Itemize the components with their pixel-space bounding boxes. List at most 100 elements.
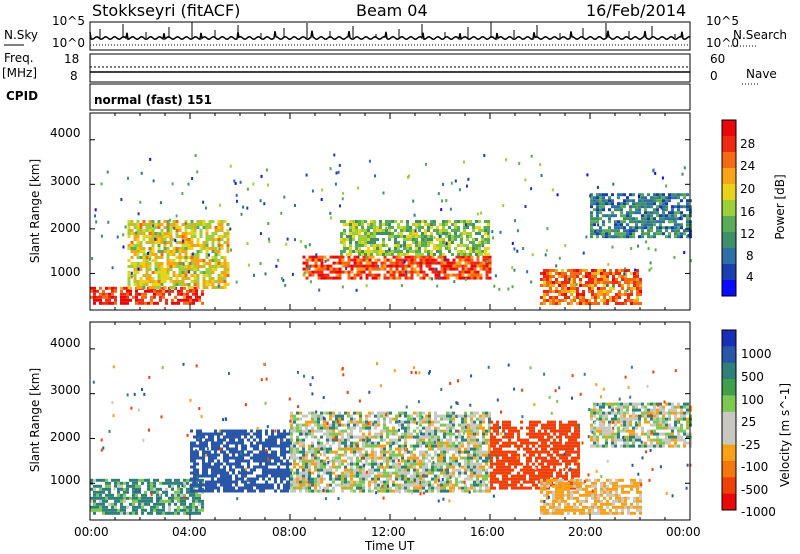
power-cell bbox=[421, 226, 424, 229]
vel-cell bbox=[496, 432, 499, 436]
vel-cell bbox=[311, 489, 314, 493]
power-cell bbox=[620, 208, 623, 212]
vel-cell bbox=[493, 450, 496, 454]
vel-cell bbox=[274, 489, 277, 493]
vel-cell bbox=[320, 411, 323, 415]
vel-cell bbox=[529, 456, 532, 460]
vel-cell bbox=[190, 459, 193, 463]
vel-cell bbox=[262, 477, 265, 481]
vel-cell bbox=[271, 450, 274, 454]
vel-cell bbox=[359, 438, 362, 442]
vel-cell bbox=[329, 429, 332, 433]
vel-cell bbox=[410, 480, 413, 484]
power-cell bbox=[422, 276, 426, 280]
vel-cell bbox=[241, 444, 244, 448]
power-cell bbox=[208, 277, 212, 280]
vel-cell bbox=[425, 483, 428, 487]
power-cell bbox=[620, 235, 623, 239]
vel-cell bbox=[174, 481, 177, 485]
power-cell bbox=[436, 247, 439, 250]
power-cell bbox=[184, 274, 188, 277]
vel-cell bbox=[479, 417, 482, 421]
vel-cell bbox=[293, 486, 296, 490]
power-cell bbox=[431, 277, 434, 281]
vel-cell bbox=[296, 474, 299, 478]
power-cell bbox=[460, 253, 463, 256]
power-cell bbox=[602, 196, 605, 200]
vel-cell bbox=[371, 480, 374, 484]
power-cell bbox=[364, 235, 367, 238]
power-cell bbox=[475, 244, 478, 247]
power-cell bbox=[564, 244, 567, 247]
power-cell bbox=[593, 232, 596, 236]
vel-cell bbox=[329, 432, 332, 436]
power-cell bbox=[623, 272, 626, 276]
power-cell bbox=[214, 262, 218, 265]
power-cell bbox=[446, 273, 450, 277]
vel-cell bbox=[395, 483, 398, 487]
vel-cell bbox=[419, 450, 422, 454]
vel-cell bbox=[514, 444, 517, 448]
power-cell bbox=[638, 235, 641, 239]
vel-cell bbox=[186, 490, 189, 494]
vel-cell bbox=[205, 432, 208, 436]
power-cell bbox=[419, 276, 423, 280]
vel-cell bbox=[220, 429, 223, 433]
power-cell bbox=[151, 226, 155, 229]
power-cell bbox=[382, 241, 385, 244]
power-cell bbox=[611, 229, 614, 233]
power-cell bbox=[350, 264, 354, 268]
power-cell bbox=[398, 261, 402, 265]
vel-cell bbox=[392, 462, 395, 466]
power-cell bbox=[142, 232, 146, 235]
vel-cell bbox=[344, 483, 347, 487]
power-cell bbox=[157, 223, 161, 226]
power-cell bbox=[674, 193, 677, 197]
power-cell bbox=[608, 214, 611, 218]
vel-cell bbox=[274, 474, 277, 478]
power-cell bbox=[382, 229, 385, 232]
vel-cell bbox=[347, 471, 350, 475]
vel-cell bbox=[132, 508, 135, 512]
vel-cell bbox=[520, 462, 523, 466]
vel-cell bbox=[389, 471, 392, 475]
vel-cell bbox=[250, 471, 253, 475]
vel-cell bbox=[473, 465, 476, 469]
power-cell bbox=[609, 272, 612, 275]
power-cell bbox=[659, 220, 662, 224]
vel-cell bbox=[174, 490, 177, 494]
power-cell bbox=[133, 280, 137, 283]
power-cell bbox=[202, 226, 206, 229]
power-cell bbox=[514, 219, 516, 223]
vel-cell bbox=[338, 432, 341, 436]
vel-cell bbox=[476, 480, 479, 484]
power-cell bbox=[403, 253, 406, 256]
vel-cell bbox=[496, 465, 499, 469]
power-cell bbox=[400, 229, 403, 232]
vel-cell bbox=[299, 423, 302, 427]
vel-cell bbox=[389, 465, 392, 469]
vel-cell bbox=[283, 462, 286, 466]
vel-cell bbox=[464, 489, 467, 493]
power-cell bbox=[345, 267, 348, 270]
power-cell bbox=[93, 301, 96, 305]
power-cell bbox=[343, 223, 346, 226]
vel-cell bbox=[123, 490, 126, 494]
vel-cell bbox=[523, 477, 526, 481]
vel-cell bbox=[111, 496, 114, 500]
power-cell bbox=[154, 235, 158, 238]
vel-cell bbox=[114, 511, 117, 515]
vel-cell bbox=[202, 450, 205, 454]
power-cell bbox=[502, 204, 505, 208]
power-cell bbox=[641, 235, 644, 239]
vel-cell bbox=[488, 465, 491, 469]
power-cell bbox=[615, 281, 618, 284]
power-cell bbox=[326, 276, 330, 280]
power-cell bbox=[145, 283, 149, 286]
vel-cell bbox=[283, 450, 286, 454]
power-cell bbox=[488, 255, 492, 259]
power-cell bbox=[415, 244, 418, 247]
vel-cell bbox=[398, 411, 401, 415]
power-cell bbox=[388, 253, 391, 256]
power-cell bbox=[350, 267, 354, 271]
